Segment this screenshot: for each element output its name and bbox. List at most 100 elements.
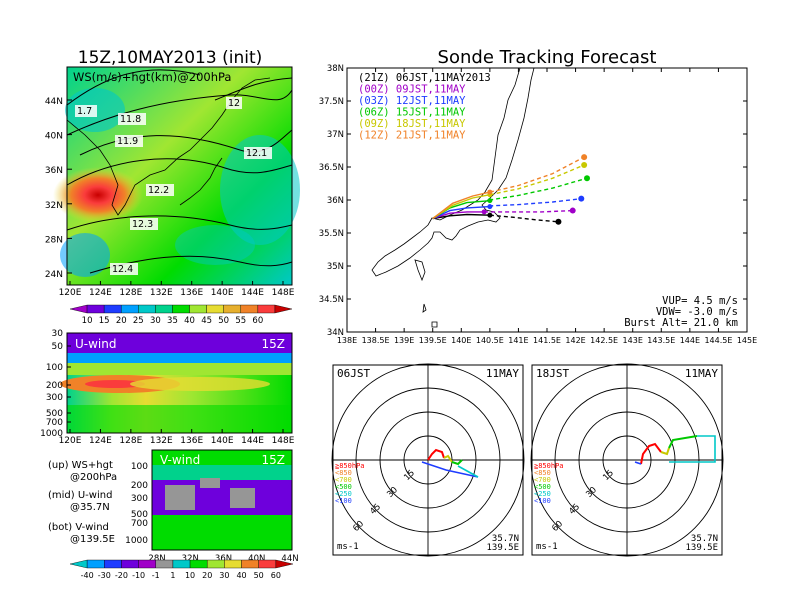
hodograph-ring <box>530 363 724 557</box>
contour-label: 12.4 <box>112 264 133 275</box>
track-x-ticks: 138E 138.5E 139E 139.5E 140E 140.5E 141E 141.5E… <box>337 68 757 345</box>
track-descent-line <box>489 156 585 193</box>
hodograph-time: 18JST <box>536 367 569 380</box>
height-contours <box>66 69 293 274</box>
map-lon-tick-label: 128E <box>119 288 142 298</box>
hodograph-trace <box>427 448 445 461</box>
track-y-ticks: 34N 34.5N 35N 35.5N 36N 36.5N 37N 37.5N 38N <box>319 64 747 338</box>
hodograph-lat: 35.7N <box>691 534 718 544</box>
wind-colorbar-tick-label: 50 <box>254 571 264 580</box>
contour-label-bg <box>75 105 97 117</box>
contour-label: 12 <box>228 98 240 109</box>
colorbar-swatch <box>121 304 139 314</box>
u-wind-level-label: 300 <box>46 393 63 403</box>
track-landing-point <box>578 195 585 202</box>
hodograph-trace <box>421 461 479 478</box>
track-x-tick-label: 144.5E <box>704 336 732 345</box>
track-landing-point <box>569 207 576 214</box>
wind-colorbar-swatch <box>241 559 259 569</box>
track-legend-entry: (21Z) 06JST,11MAY2013 <box>358 72 491 84</box>
map-lat-tick-label: 32N <box>45 201 63 211</box>
track-y-tick-label: 34.5N <box>319 295 344 305</box>
v-wind-level-label: 500 <box>131 510 148 520</box>
track-x-tick-label: 145E <box>737 336 757 345</box>
v-wind-time: 15Z <box>262 453 286 467</box>
colorbar-swatch <box>138 304 156 314</box>
map-lat-tick-label: 40N <box>45 132 63 142</box>
map-lon-tick-label: 132E <box>150 288 173 298</box>
u-wind-level-label: 500 <box>46 409 63 419</box>
panel-legend: (up) WS+hgt@200hPa (mid) U-wind@35.7N (bot… <box>48 460 117 545</box>
v-wind-level-label: 700 <box>131 519 148 529</box>
hodograph-trace <box>634 461 642 465</box>
panel-legend-line: @35.7N <box>70 502 110 513</box>
contour-label-bg <box>115 135 143 147</box>
wind-colorbar-tick-label: 1 <box>170 571 175 580</box>
wind-colorbar-swatch <box>69 559 88 569</box>
track-y-tick-label: 38N <box>327 64 344 74</box>
track-y-tick-label: 36.5N <box>319 163 344 173</box>
u-wind-lon-tick-label: 124E <box>89 436 112 446</box>
contour-label: 11.8 <box>120 114 141 125</box>
u-wind-section <box>60 332 293 434</box>
wind-colorbar-swatch <box>138 559 156 569</box>
hodograph-level-legend: <250 <box>335 490 352 498</box>
contour-label-bg <box>244 147 272 159</box>
hodograph-level-legend: <850 <box>534 469 551 477</box>
colorbar-swatch <box>86 304 105 314</box>
map-lon-tick-label: 124E <box>89 288 112 298</box>
colorbar-tick-label: 40 <box>184 316 195 326</box>
colorbar-tick-label: 30 <box>150 316 161 326</box>
chart-title: Sonde Tracking Forecast <box>438 47 657 68</box>
track-y-tick-label: 35N <box>327 262 344 272</box>
track-ascent-line <box>432 213 490 220</box>
track-ascent-line <box>432 205 490 220</box>
left-title: 15Z,10MAY2013 (init) <box>78 48 263 68</box>
colorbar-tick-label: 25 <box>133 316 144 326</box>
panel-legend-line: @139.5E <box>70 534 115 545</box>
colorbar-swatch <box>274 304 293 314</box>
hodograph-level-legend: <500 <box>534 483 551 491</box>
track-x-tick-label: 141.5E <box>533 336 561 345</box>
hodograph-trace <box>451 459 463 466</box>
wind-colorbar-swatch <box>275 559 294 569</box>
u-wind-level-label: 30 <box>52 329 64 339</box>
v-wind-lat-ticks: 28N 32N 36N 40N 44N <box>148 554 298 564</box>
map-lat-tick-label: 44N <box>45 97 63 107</box>
panel-legend-line: (mid) U-wind <box>48 490 112 501</box>
wind-colorbar-swatch <box>86 559 105 569</box>
u-wind-time: 15Z <box>262 337 286 351</box>
track-x-tick-label: 141E <box>508 336 528 345</box>
v-wind-label: V-wind <box>160 453 200 467</box>
contour-label: 1.7 <box>77 106 92 117</box>
map-lat-tick-label: 28N <box>45 235 63 245</box>
wind-colorbar-tick-label: -10 <box>132 571 145 580</box>
u-wind-lon-tick-label: 128E <box>119 436 142 446</box>
track-legend-entry: (06Z) 15JST,11MAY <box>358 107 466 119</box>
wind-colorbar-swatch <box>121 559 139 569</box>
hodograph-level-legend: <250 <box>534 490 551 498</box>
track-burst-point <box>487 189 493 195</box>
wind-colorbar-tick-label: 40 <box>236 571 246 580</box>
burst-annotation: Burst Alt= 21.0 km <box>624 317 738 329</box>
wind-colorbar-swatch <box>189 559 208 569</box>
wind-colorbar-tick-label: -1 <box>152 571 160 580</box>
hodograph-trace <box>660 447 670 456</box>
hodograph-level-legend: ≧850hPa <box>534 462 564 470</box>
contour-label-bg <box>146 184 174 196</box>
u-wind-level-label: 50 <box>52 342 64 352</box>
track-legend: (21Z) 06JST,11MAY2013(00Z) 09JST,11MAY(0… <box>358 72 491 142</box>
track-x-tick-label: 143.5E <box>647 336 675 345</box>
u-wind-lon-tick-label: 140E <box>211 436 234 446</box>
track-landing-point <box>555 218 562 225</box>
colorbar-tick-label: 10 <box>82 316 93 326</box>
track-descent-line <box>489 164 585 196</box>
track-y-tick-label: 37N <box>327 130 344 140</box>
track-landing-point <box>581 162 588 169</box>
colorbar-swatch <box>103 304 122 314</box>
u-wind-lon-tick-label: 132E <box>150 436 173 446</box>
